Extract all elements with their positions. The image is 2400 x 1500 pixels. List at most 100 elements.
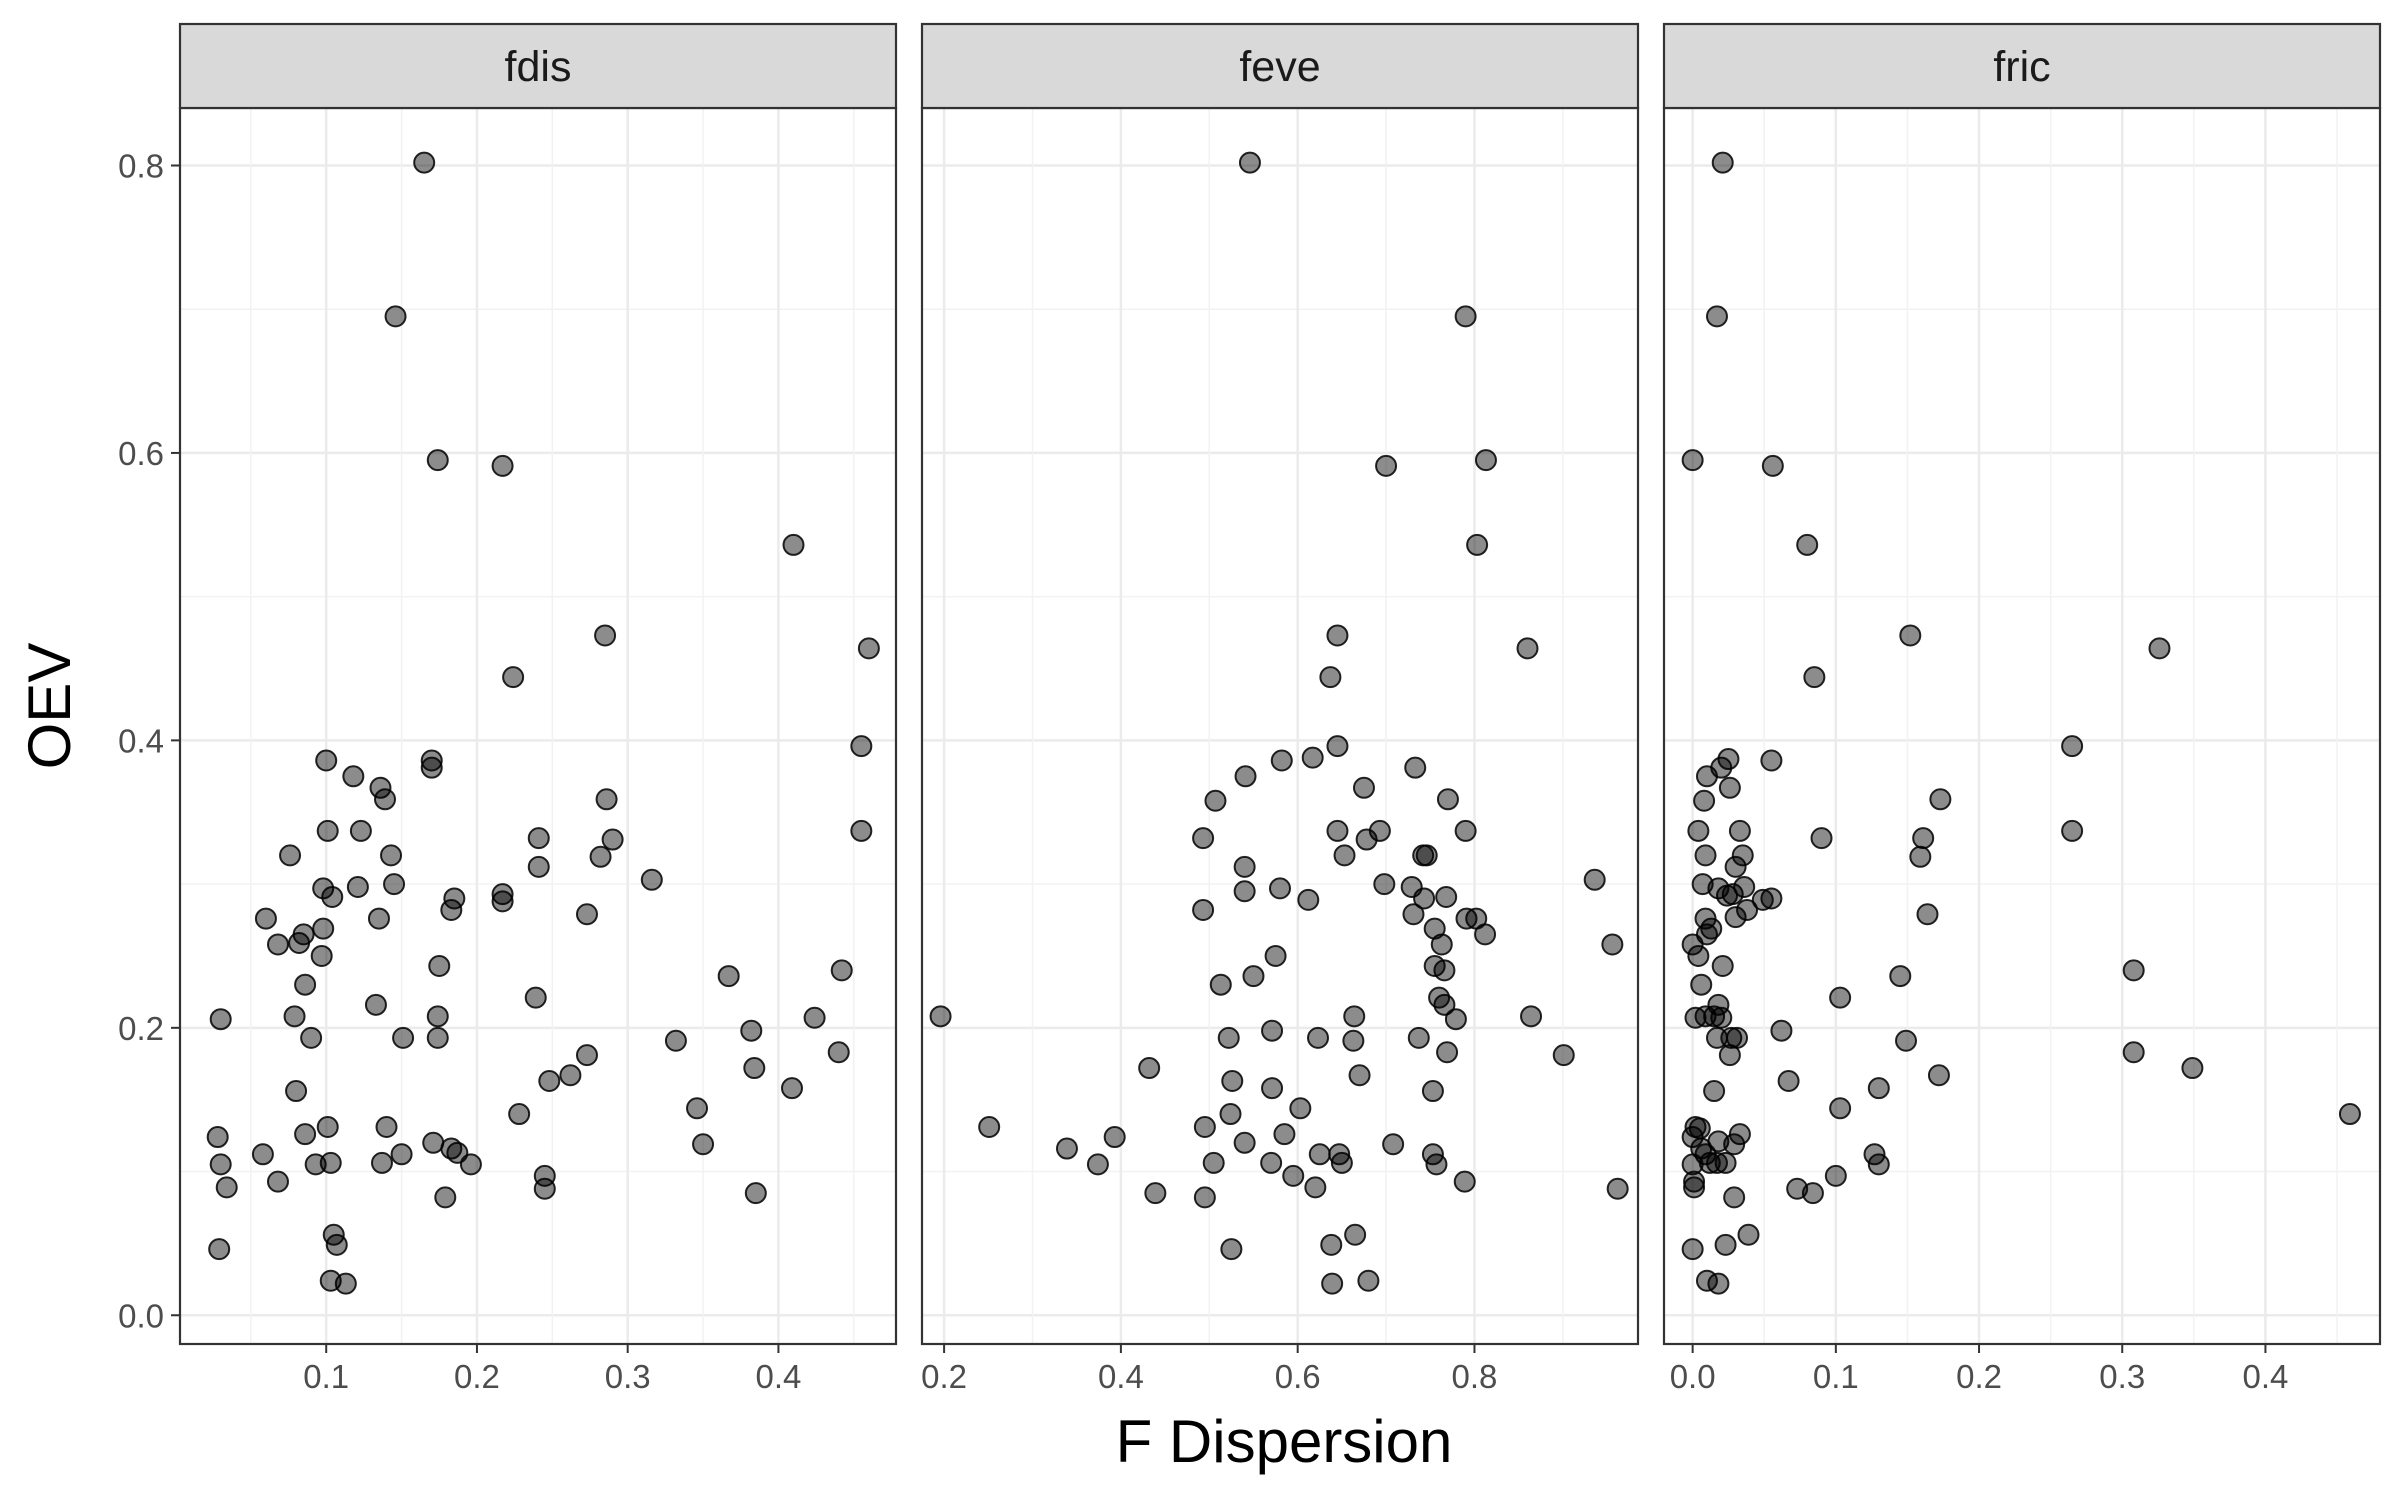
data-point xyxy=(857,637,880,660)
data-point xyxy=(1803,666,1826,689)
facet-strip xyxy=(178,22,898,110)
data-point xyxy=(803,1006,826,1029)
y-tick-label: 0.0 xyxy=(118,1297,164,1334)
data-point xyxy=(850,735,873,758)
data-point xyxy=(1326,735,1349,758)
data-point xyxy=(1202,1151,1225,1174)
data-point xyxy=(1929,788,1952,811)
data-point xyxy=(1703,1080,1726,1103)
data-point xyxy=(782,533,805,556)
data-point xyxy=(1728,819,1751,842)
data-point xyxy=(2338,1103,2361,1126)
data-point xyxy=(1606,1177,1629,1200)
data-point xyxy=(1711,151,1734,174)
data-point xyxy=(1703,1005,1726,1028)
x-tick-label: 0.8 xyxy=(1452,1358,1498,1395)
data-point xyxy=(279,844,302,867)
data-point xyxy=(780,1077,803,1100)
x-tick-label: 0.1 xyxy=(303,1358,349,1395)
x-tick-label: 0.0 xyxy=(1670,1358,1716,1395)
data-point xyxy=(367,907,390,930)
data-point xyxy=(2122,1041,2145,1064)
data-point xyxy=(1348,1064,1371,1087)
data-point xyxy=(589,845,612,868)
data-point xyxy=(334,1272,357,1295)
data-point xyxy=(1192,827,1215,850)
y-tick-label: 0.2 xyxy=(118,1010,164,1047)
data-point xyxy=(1681,449,1704,472)
x-tick-label: 0.2 xyxy=(454,1358,500,1395)
data-point xyxy=(743,1057,766,1080)
data-point xyxy=(1404,756,1427,779)
data-point xyxy=(2181,1057,2204,1080)
data-point xyxy=(1683,1170,1706,1193)
data-point xyxy=(1733,875,1756,898)
data-point xyxy=(1402,903,1425,926)
data-point xyxy=(1829,986,1852,1009)
data-point xyxy=(1454,305,1477,328)
data-point xyxy=(1698,1151,1721,1174)
data-point xyxy=(1421,1080,1444,1103)
data-point xyxy=(1693,789,1716,812)
data-point xyxy=(380,844,403,867)
data-point xyxy=(1217,1026,1240,1049)
facet-strip-label: fric xyxy=(1993,43,2050,91)
data-point xyxy=(1242,965,1265,988)
data-point xyxy=(266,933,289,956)
data-point xyxy=(1690,973,1713,996)
data-point xyxy=(1714,1151,1737,1174)
data-point xyxy=(502,666,525,689)
data-point xyxy=(527,827,550,850)
data-point xyxy=(285,1080,308,1103)
data-point xyxy=(538,1069,561,1092)
data-point xyxy=(1320,1233,1343,1256)
x-tick-label: 0.4 xyxy=(2243,1358,2289,1395)
data-point xyxy=(601,828,624,851)
data-point xyxy=(1824,1164,1847,1187)
data-point xyxy=(1760,749,1783,772)
data-point xyxy=(1760,887,1783,910)
data-point xyxy=(1867,1153,1890,1176)
data-point xyxy=(1330,1151,1353,1174)
data-point xyxy=(575,1044,598,1067)
x-tick-label: 0.2 xyxy=(921,1358,967,1395)
data-point xyxy=(1474,449,1497,472)
data-point xyxy=(1373,873,1396,896)
data-point xyxy=(2122,959,2145,982)
data-point xyxy=(1436,788,1459,811)
data-point xyxy=(717,965,740,988)
data-point xyxy=(686,1097,709,1120)
data-point xyxy=(1694,844,1717,867)
data-point xyxy=(1454,819,1477,842)
data-point xyxy=(1714,1233,1737,1256)
data-point xyxy=(1264,944,1287,967)
data-point xyxy=(1375,454,1398,477)
data-point xyxy=(1687,819,1710,842)
data-point xyxy=(1355,828,1378,851)
data-point xyxy=(491,454,514,477)
data-point xyxy=(1261,1019,1284,1042)
data-point xyxy=(1718,1044,1741,1067)
data-point xyxy=(426,1026,449,1049)
data-point xyxy=(364,993,387,1016)
data-point xyxy=(1710,1006,1733,1029)
data-point xyxy=(1297,888,1320,911)
x-tick-label: 0.6 xyxy=(1275,1358,1321,1395)
data-point xyxy=(524,986,547,1009)
data-point xyxy=(1895,1029,1918,1052)
data-point xyxy=(288,932,311,955)
data-point xyxy=(342,765,365,788)
data-point xyxy=(1444,1008,1467,1031)
data-point xyxy=(1681,933,1704,956)
data-point xyxy=(1724,906,1747,929)
data-point xyxy=(850,819,873,842)
data-point xyxy=(1687,944,1710,967)
data-point xyxy=(1193,1186,1216,1209)
data-point xyxy=(434,1186,457,1209)
data-point xyxy=(1308,1143,1331,1166)
data-point xyxy=(692,1133,715,1156)
data-point xyxy=(1695,765,1718,788)
data-point xyxy=(1736,898,1759,921)
data-point xyxy=(251,1143,274,1166)
data-point xyxy=(1328,1143,1351,1166)
